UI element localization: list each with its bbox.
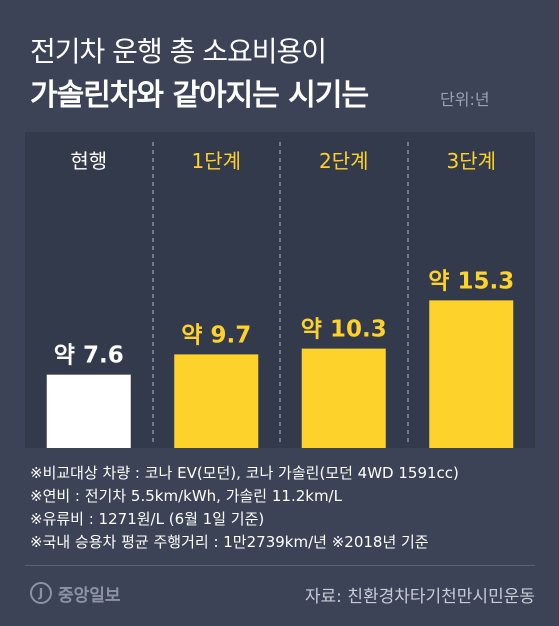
footnotes: ※비교대상 차량 : 코나 EV(모던), 코나 가솔린(모던 4WD 1591… <box>30 462 459 554</box>
logo-text: 중앙일보 <box>58 585 121 606</box>
footnote: ※연비 : 전기차 5.5km/kWh, 가솔린 11.2km/L <box>30 487 342 505</box>
title-line-2: 가솔린차와 같아지는 시기는 <box>30 78 369 113</box>
value-label: 약 10.3 <box>301 317 387 343</box>
footer-divider <box>25 565 535 566</box>
footnote: ※비교대상 차량 : 코나 EV(모던), 코나 가솔린(모던 4WD 1591… <box>30 464 459 482</box>
category-label: 2단계 <box>319 149 369 173</box>
title-line-1: 전기차 운행 총 소요비용이 <box>30 35 327 68</box>
bar <box>174 354 259 448</box>
bar <box>429 300 514 448</box>
category-label: 1단계 <box>191 149 241 173</box>
logo-mark-icon: J <box>30 582 52 604</box>
category-label: 3단계 <box>446 149 496 173</box>
bar <box>301 348 386 448</box>
value-label: 약 7.6 <box>54 343 124 369</box>
value-label: 약 9.7 <box>181 322 251 348</box>
bar <box>46 374 131 448</box>
footnote: ※유류비 : 1271원/L (6월 1일 기준) <box>30 510 265 528</box>
category-label: 현행 <box>70 149 107 173</box>
joongang-logo: J 중앙일보 <box>30 580 121 606</box>
value-label: 약 15.3 <box>428 268 514 294</box>
source-credit: 자료: 친환경차타기천만시민운동 <box>304 587 535 607</box>
footnote: ※국내 승용차 평균 주행거리 : 1만2739km/년 ※2018년 기준 <box>30 533 429 551</box>
unit-label: 단위:년 <box>440 90 490 109</box>
